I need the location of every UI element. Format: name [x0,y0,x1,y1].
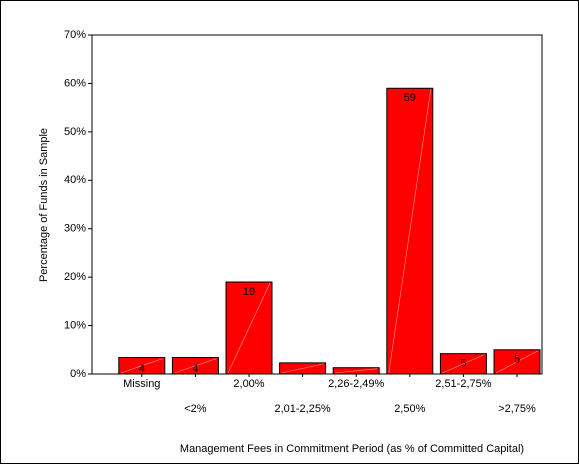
x-tick-label: >2,75% [498,403,536,415]
bar-shine [281,363,324,374]
data-label: 5 [514,354,520,366]
x-tick-label: 2,01-2,25% [274,403,330,415]
bar-shine [227,282,271,374]
bar-shine [442,354,485,374]
x-tick-label: <2% [184,403,207,415]
bar-shine [388,89,432,374]
data-label: 4 [192,363,198,375]
y-tick-label: 50% [64,126,86,138]
data-label: 19 [243,286,255,298]
x-tick-label: 2,51-2,75% [435,378,491,390]
bar-shine [335,368,378,374]
bar-shine [120,358,163,374]
y-tick-label: 0% [70,368,86,380]
y-tick-label: 60% [64,77,86,89]
x-axis-label: Management Fees in Commitment Period (as… [180,443,524,455]
bar-shine [174,358,217,374]
y-tick-label: 70% [64,29,86,41]
y-tick-label: 40% [64,174,86,186]
y-tick-label: 30% [64,223,86,235]
y-tick-label: 10% [64,319,86,331]
y-axis-label: Percentage of Funds in Sample [38,128,50,282]
data-label: 4 [139,363,145,375]
x-tick-label: 2,00% [233,378,264,390]
x-tick-label: 2,50% [394,403,425,415]
x-tick-label: Missing [123,378,160,390]
data-label: 5 [460,358,466,370]
y-tick-label: 20% [64,271,86,283]
data-label: 59 [404,92,416,104]
bar-shine [495,350,539,374]
x-tick-label: 2,26-2,49% [328,378,384,390]
